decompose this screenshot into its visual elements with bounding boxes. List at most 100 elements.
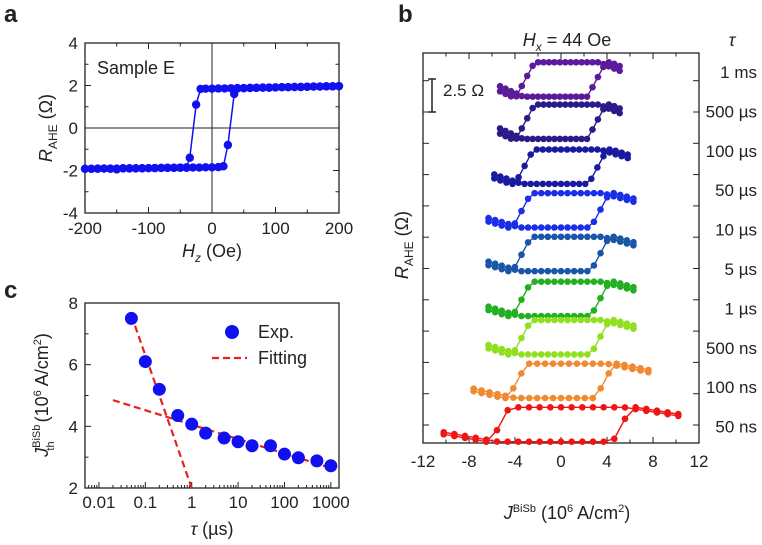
data-point [498, 222, 506, 229]
data-point [511, 347, 519, 354]
x-tick-label: 100 [261, 219, 289, 238]
panel-b-chart: Hx = 44 Oe τ 2.5 Ω JBiSb (106 A/cm2) RAH… [392, 30, 757, 523]
x-tick-label: 10 [229, 493, 248, 512]
data-point [572, 93, 580, 100]
data-point [590, 233, 598, 241]
data-point [565, 394, 573, 402]
data-point [551, 58, 558, 66]
x-tick-label: -100 [131, 219, 165, 238]
data-point [589, 404, 597, 411]
data-point [185, 153, 194, 162]
data-point [87, 164, 96, 173]
data-point [233, 83, 242, 93]
data-point [565, 360, 573, 367]
data-point [545, 93, 553, 100]
data-point [515, 179, 522, 187]
data-point [578, 101, 585, 108]
data-point [531, 316, 538, 324]
data-point [589, 58, 596, 66]
legend-exp-label: Exp. [258, 322, 294, 342]
data-point [557, 316, 565, 324]
legend-fit-label: Fitting [258, 348, 307, 368]
data-point [564, 224, 571, 231]
data-point [653, 409, 661, 416]
data-point [497, 177, 504, 184]
data-point [531, 278, 538, 286]
data-point [518, 82, 526, 90]
data-point [510, 384, 517, 392]
data-point [616, 105, 623, 112]
data-point [531, 224, 538, 231]
data-point [545, 101, 553, 108]
data-point [545, 146, 553, 153]
data-point [521, 180, 528, 188]
data-point [504, 406, 511, 414]
data-point [564, 189, 571, 197]
data-point [195, 163, 204, 172]
data-point [502, 127, 509, 135]
data-point [152, 382, 166, 396]
data-point [557, 146, 565, 153]
data-point [507, 93, 515, 100]
data-point [624, 154, 631, 162]
data-point [137, 163, 147, 173]
data-point [524, 322, 532, 330]
data-point [284, 83, 293, 92]
data-point [537, 351, 545, 358]
data-point [106, 164, 115, 173]
data-point [575, 180, 583, 188]
data-point [597, 278, 604, 286]
data-point [540, 135, 547, 143]
data-point [618, 152, 625, 160]
data-point [610, 281, 617, 289]
y-tick-label: 2 [69, 479, 78, 498]
data-point [523, 114, 531, 122]
data-point [545, 135, 553, 143]
chart-title-b: Hx = 44 Oe [523, 30, 612, 54]
data-point [539, 180, 547, 188]
data-point [507, 87, 515, 95]
data-point [556, 93, 564, 100]
data-point [551, 180, 559, 188]
data-point [584, 267, 591, 275]
data-point [440, 430, 448, 438]
data-point [623, 240, 631, 247]
data-point [557, 360, 565, 367]
data-point [579, 404, 586, 411]
data-point [645, 368, 652, 376]
data-point [600, 147, 607, 154]
data-point [621, 364, 628, 371]
data-point [561, 58, 569, 66]
data-point [529, 93, 536, 100]
data-point [491, 308, 499, 316]
data-point [518, 125, 526, 132]
data-point [540, 93, 547, 100]
data-point [567, 101, 575, 108]
data-point [226, 84, 236, 93]
y-tick-label: 2 [69, 77, 78, 96]
data-point [80, 164, 90, 173]
data-point [577, 351, 585, 358]
tau-label: 500 µs [706, 102, 757, 121]
data-point [536, 404, 543, 411]
data-point [643, 407, 650, 415]
data-point [169, 163, 179, 172]
data-point [125, 164, 134, 173]
data-point [578, 58, 585, 66]
data-point [597, 233, 604, 241]
x-tick-label: -12 [411, 452, 436, 471]
data-point [621, 404, 629, 411]
data-point [534, 101, 542, 108]
data-point [511, 220, 519, 227]
data-point [258, 83, 267, 92]
y-tick-label: -4 [63, 204, 78, 223]
data-point [597, 384, 605, 392]
data-point [561, 101, 569, 108]
data-point [551, 233, 558, 241]
x-axis-label-c: τ (µs) [190, 519, 233, 539]
data-point [138, 355, 152, 369]
data-point [163, 163, 172, 172]
data-point [616, 109, 623, 117]
data-point [541, 394, 549, 402]
data-point [252, 83, 261, 93]
